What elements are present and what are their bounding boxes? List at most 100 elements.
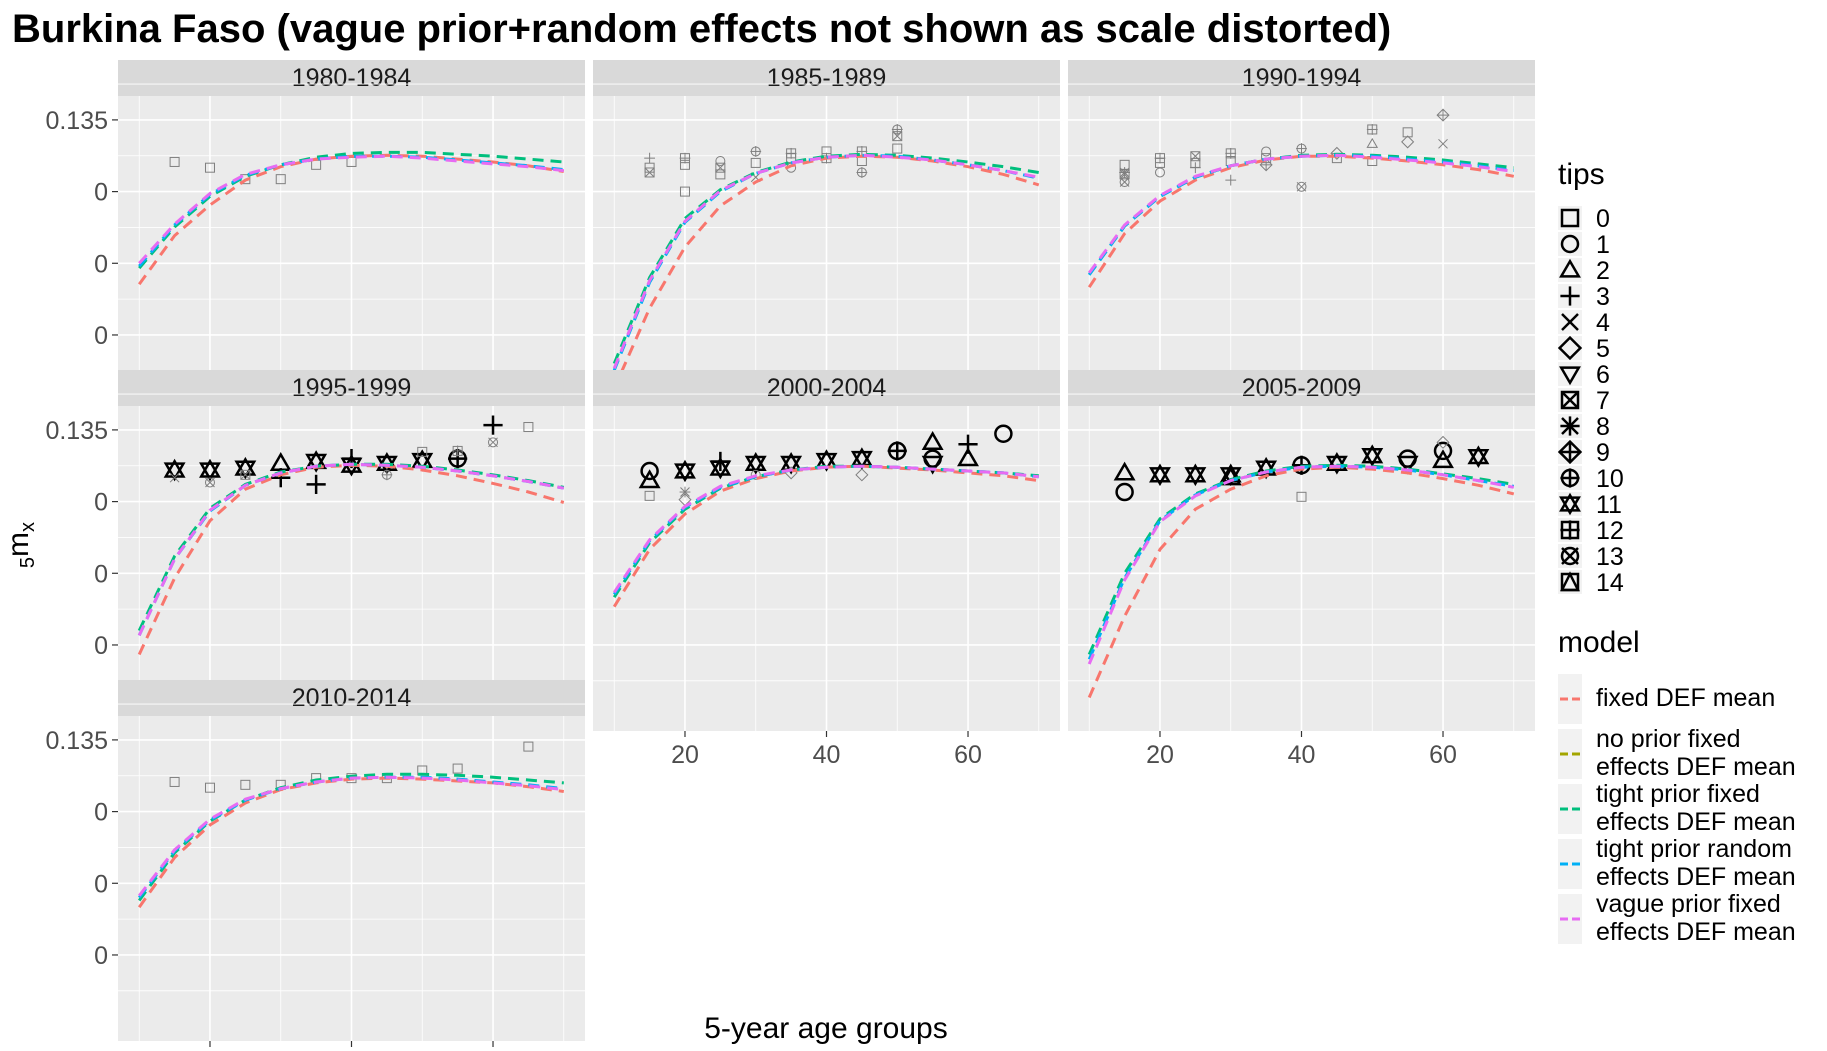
legend-tip-6-icon [1559, 366, 1581, 386]
legend-model-label-line1: tight prior fixed [1596, 780, 1760, 808]
panel-2000-2004: 2000-2004 [593, 370, 1060, 731]
point-tip-10 [381, 469, 393, 481]
panel-strip [118, 370, 585, 406]
point-tip-8 [1119, 167, 1131, 178]
chart-title: Burkina Faso (vague prior+random effects… [12, 7, 1391, 51]
legend-model-label-line2: effects DEF mean [1596, 808, 1796, 836]
legend-model-label-line2: effects DEF mean [1596, 753, 1796, 781]
panel-plot-area [612, 424, 1040, 608]
point-tip-0 [169, 776, 180, 787]
panel-1985-1989: 1985-1989 [593, 60, 1060, 421]
y-axis-title: 5mx [2, 522, 39, 568]
point-tip-12 [452, 445, 464, 457]
panel-plot-area [1087, 108, 1515, 289]
point-tip-11 [1149, 463, 1171, 487]
point-tip-0 [523, 422, 534, 433]
point-tip-12 [1154, 152, 1166, 164]
point-tip-12 [785, 147, 797, 159]
legend-model-label-line2: effects DEF mean [1596, 863, 1796, 891]
point-tip-10 [891, 124, 903, 135]
legend-tip-2-icon [1559, 258, 1581, 278]
x-tick-label: 20 [1146, 741, 1174, 769]
point-tip-2 [921, 431, 944, 450]
panel-strip-label: 1980-1984 [292, 64, 412, 92]
panels-layer: 1980-1984 1985-1989 1990-1994 1995-1999 2000… [118, 60, 1535, 1041]
point-tip-7 [1190, 151, 1201, 162]
point-tip-1 [750, 469, 761, 480]
point-tip-12 [1366, 124, 1378, 135]
point-tip-3 [1225, 174, 1237, 186]
curve-vague-prior-fixed-effects-DEF-mean [137, 462, 565, 637]
panel-strip [118, 60, 585, 96]
x-tick-label: 20 [671, 741, 699, 769]
y-tick-label: 0 [94, 632, 108, 660]
x-tick-label: 40 [813, 741, 841, 769]
x-tick-label: 60 [954, 741, 982, 769]
point-tip-0 [892, 143, 903, 154]
legend-tip-0-icon [1560, 208, 1580, 228]
point-tip-0 [240, 779, 251, 790]
point-tip-5 [855, 468, 869, 482]
legend-tip-label: 8 [1596, 413, 1610, 441]
panel-strip [1068, 60, 1535, 96]
panel-plot-area [137, 150, 565, 286]
point-tip-0 [1402, 127, 1413, 138]
legend-tip-label: 9 [1596, 439, 1610, 467]
point-tip-1 [1433, 441, 1453, 461]
point-tip-13 [488, 437, 499, 448]
panel-2005-2009: 2005-2009 [1068, 370, 1535, 731]
panel-1990-1994: 1990-1994 [1068, 60, 1535, 421]
x-tick-label: 60 [1429, 741, 1457, 769]
point-tip-6 [1396, 455, 1419, 475]
point-tip-0 [452, 763, 463, 774]
panel-plot-area [1087, 435, 1515, 699]
panel-1995-1999: 1995-1999 [118, 370, 585, 731]
curve-fixed-DEF-mean [612, 154, 1040, 390]
panel-strip-label: 1995-1999 [292, 374, 412, 402]
point-tip-0 [275, 174, 286, 185]
legend-model-label-line1: no prior fixed [1596, 725, 1741, 753]
axis-layer: 0.1350000.1350002040602040600.1350002040… [45, 107, 1457, 1047]
legend-tip-label: 11 [1596, 491, 1622, 519]
point-tip-1 [640, 461, 659, 481]
y-axis-title-main: m [2, 532, 35, 557]
y-tick-label: 0 [94, 250, 108, 278]
legend-tip-11-icon [1559, 492, 1581, 516]
curve-vague-prior-fixed-effects-DEF-mean [138, 775, 564, 897]
legend-tip-13-icon [1560, 546, 1580, 566]
legend-tip-4-icon [1561, 313, 1579, 331]
legend-tip-label: 12 [1596, 517, 1624, 545]
panel-strip-label: 1990-1994 [1242, 64, 1362, 92]
point-tip-1 [1115, 482, 1134, 502]
point-tip-5 [1401, 135, 1415, 149]
y-tick-label: 0.135 [45, 107, 108, 135]
legend-tip-1-icon [1560, 234, 1580, 254]
legend-tip-label: 5 [1596, 335, 1610, 363]
legend-model-label-line2: effects DEF mean [1596, 918, 1796, 946]
point-tip-1 [994, 424, 1013, 443]
point-tip-11 [744, 452, 767, 475]
x-axis-title: 5-year age groups [704, 1012, 948, 1045]
panel-strip-label: 2000-2004 [767, 374, 887, 402]
panel-strip [1068, 370, 1535, 406]
panel-plot-area [137, 741, 565, 909]
y-tick-label: 0 [94, 179, 108, 207]
point-tip-7 [644, 167, 655, 178]
point-tip-0 [523, 741, 534, 752]
point-tip-2 [1113, 461, 1136, 481]
legend-tip-9-icon [1557, 439, 1583, 465]
legend-tip-label: 4 [1596, 309, 1610, 337]
point-tip-10 [856, 167, 868, 178]
point-tip-2 [957, 447, 979, 467]
curve-fixed-DEF-mean [137, 153, 565, 286]
point-tip-0 [715, 169, 726, 180]
point-tip-3 [306, 474, 326, 494]
point-tip-7 [715, 162, 726, 173]
curve-fixed-DEF-mean [1087, 465, 1515, 699]
x-tick-label: 40 [1288, 741, 1316, 769]
point-tip-3 [483, 415, 503, 435]
y-tick-label: 0 [94, 870, 108, 898]
legend-model-label-line1: tight prior random [1596, 835, 1792, 863]
